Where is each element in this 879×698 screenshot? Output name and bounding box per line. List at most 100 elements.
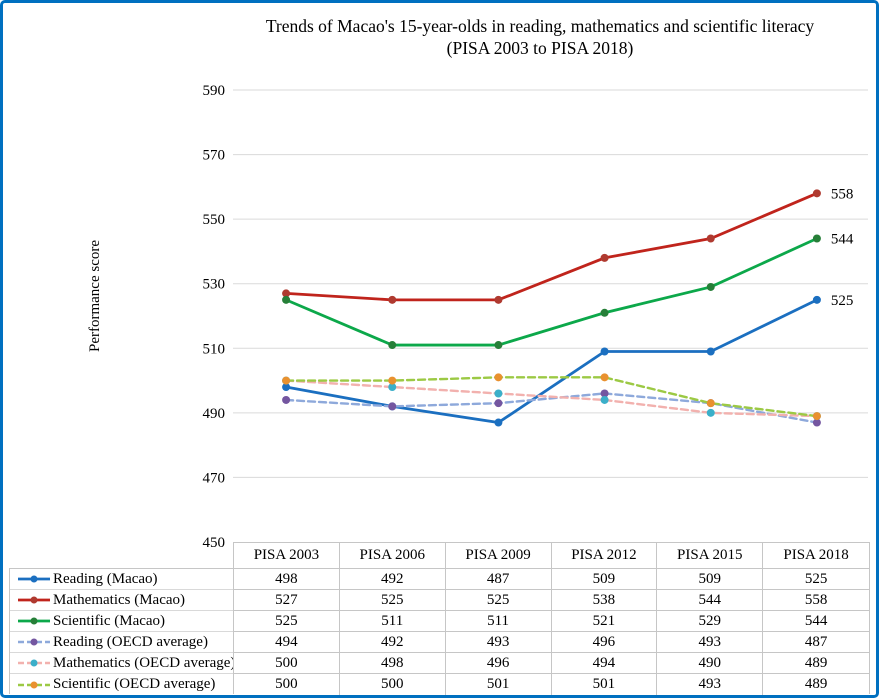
table-value-cell: 511 <box>339 611 446 632</box>
data-point-marker <box>600 389 609 398</box>
table-value-cell: 527 <box>234 590 340 611</box>
legend-item: Scientific (Macao) <box>10 611 233 632</box>
series-line <box>284 376 819 418</box>
legend-marker-dot <box>30 575 38 583</box>
legend-marker-dot <box>30 681 38 688</box>
legend-item: Mathematics (OECD average) <box>10 653 233 674</box>
data-point-marker <box>494 373 503 382</box>
table-value-cell: 544 <box>657 590 764 611</box>
data-point-marker <box>706 282 715 291</box>
series-end-data-label: 525 <box>831 293 854 309</box>
data-point-marker <box>600 253 609 262</box>
legend-line-sample-icon <box>18 638 50 646</box>
legend-line-sample-icon <box>18 681 50 688</box>
data-point-marker <box>494 418 503 427</box>
table-value-cell: 493 <box>657 674 764 695</box>
series-line <box>284 298 819 425</box>
table-value-cell: 525 <box>234 611 340 632</box>
table-value-cell: 487 <box>445 569 552 590</box>
data-point-marker <box>388 402 397 411</box>
data-point-marker <box>494 389 503 398</box>
table-value-cell: 489 <box>763 653 869 674</box>
chart-title-line2: (PISA 2003 to PISA 2018) <box>446 38 634 58</box>
y-tick-label: 530 <box>203 277 226 293</box>
data-point-marker <box>706 399 715 408</box>
line-chart-plot-area: 590 570 550 530 510 490 470 450 525 558 544 <box>203 83 868 551</box>
data-point-marker <box>812 234 821 243</box>
table-value-cell: 500 <box>340 674 446 695</box>
table-value-cell: 492 <box>339 569 446 590</box>
table-value-cell: 496 <box>445 653 552 674</box>
legend-item: Scientific (OECD average) <box>10 674 233 695</box>
legend-marker-dot <box>30 659 38 667</box>
table-value-cell: 490 <box>657 653 764 674</box>
table-value-cell: 493 <box>657 632 764 653</box>
table-value-cell: 501 <box>446 674 552 695</box>
legend-label: Scientific (OECD average) <box>53 676 216 692</box>
table-header-cell: PISA 2009 <box>445 543 552 569</box>
table-value-cell: 487 <box>763 632 869 653</box>
table-value-cell: 501 <box>552 674 658 695</box>
legend-marker-dot <box>30 638 38 646</box>
table-value-cell: 525 <box>445 590 552 611</box>
data-point-marker <box>706 408 715 417</box>
table-header-cell: PISA 2003 <box>234 543 340 569</box>
legend-line-sample-icon <box>18 659 50 667</box>
legend-label: Mathematics (OECD average) <box>53 654 233 671</box>
table-value-cell: 525 <box>763 569 869 590</box>
series-line <box>284 191 819 302</box>
legend-marker-dot <box>30 596 38 604</box>
legend-item: Reading (Macao) <box>10 569 233 590</box>
legend-item: Mathematics (Macao) <box>10 590 233 611</box>
series-end-data-label: 544 <box>831 232 854 248</box>
data-point-marker <box>600 373 609 382</box>
y-tick-label: 490 <box>203 406 226 422</box>
legend-line-sample-icon <box>18 575 50 583</box>
table-value-cell: 489 <box>804 676 828 692</box>
data-point-marker <box>812 295 821 304</box>
chart-legend: Reading (Macao) Mathematics (Macao) Scient… <box>9 568 233 694</box>
data-point-marker <box>706 234 715 243</box>
legend-label: Reading (OECD average) <box>53 633 208 650</box>
data-point-marker <box>600 347 609 356</box>
table-value-cell: 498 <box>234 569 340 590</box>
legend-line-sample-icon <box>18 617 50 625</box>
table-value-cell: 521 <box>551 611 658 632</box>
data-point-marker <box>600 308 609 317</box>
table-value-cell: 496 <box>551 632 658 653</box>
data-point-marker <box>388 376 397 385</box>
legend-label: Scientific (Macao) <box>53 612 166 629</box>
table-header-cell: PISA 2015 <box>657 543 764 569</box>
table-value-cell: 538 <box>551 590 658 611</box>
legend-item: Reading (OECD average) <box>10 632 233 653</box>
legend-label: Mathematics (Macao) <box>53 591 186 608</box>
table-value-cell: 493 <box>445 632 552 653</box>
table-value-cell: 494 <box>234 632 340 653</box>
data-point-marker <box>494 341 503 350</box>
chart-data-table: PISA 2003 PISA 2006 PISA 2009 PISA 2012 PISA… <box>233 542 870 695</box>
series-line <box>284 379 819 418</box>
table-value-cell: 511 <box>445 611 552 632</box>
y-tick-label: 450 <box>203 535 226 551</box>
table-value-cell: 558 <box>763 590 869 611</box>
data-point-marker <box>494 295 503 304</box>
chart-title-line1: Trends of Macao's 15-year-olds in readin… <box>265 16 815 36</box>
data-point-marker <box>494 399 503 408</box>
table-value-cell: 509 <box>657 569 764 590</box>
table-header-cell: PISA 2006 <box>339 543 446 569</box>
data-point-marker <box>812 418 821 427</box>
y-tick-label: 550 <box>203 212 226 228</box>
data-point-marker <box>388 341 397 350</box>
table-value-cell: 529 <box>657 611 764 632</box>
table-value-cell: 498 <box>339 653 446 674</box>
data-point-marker <box>282 376 291 385</box>
data-point-marker <box>812 412 821 421</box>
table-value-cell: 509 <box>551 569 658 590</box>
y-tick-label: 510 <box>203 341 226 357</box>
table-value-cell: 492 <box>339 632 446 653</box>
legend-marker-dot <box>30 617 38 625</box>
table-value-cell: 525 <box>339 590 446 611</box>
legend-label: Reading (Macao) <box>53 570 158 587</box>
data-point-marker <box>600 395 609 404</box>
